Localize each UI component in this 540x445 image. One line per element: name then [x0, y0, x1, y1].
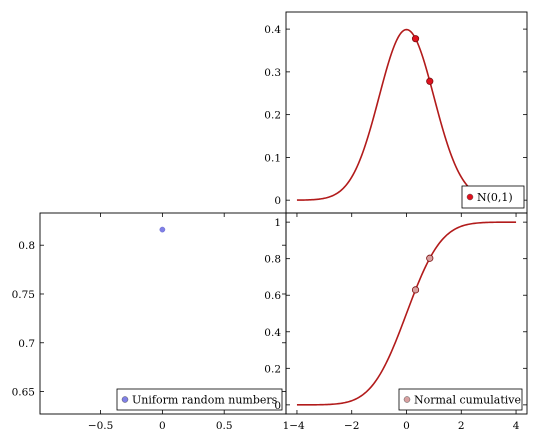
data-point — [159, 226, 166, 233]
legend: N(0,1) — [461, 185, 525, 209]
ytick-label: 0.7 — [18, 338, 35, 350]
axes-frame — [285, 212, 528, 415]
data-point — [426, 77, 434, 85]
ytick-label: 0 — [274, 400, 281, 412]
series-line — [296, 221, 517, 406]
ytick-label: 0.75 — [12, 289, 35, 301]
legend-label: Normal cumulative — [414, 394, 521, 407]
panel-pdf: 0 0.1 0.2 0.3 0.4 N(0,1) — [264, 11, 528, 214]
panel-uniform: 0.65 0.7 0.75 0.8 −0.5 0 0.5 1 Uniform random nu… — [12, 212, 290, 432]
series-line — [296, 28, 517, 201]
xtick-label: −0.5 — [88, 420, 114, 432]
legend-marker — [403, 396, 411, 403]
ytick-label: 0.2 — [264, 363, 281, 375]
ytick-label: 0.8 — [18, 240, 35, 252]
legend: Uniform random numbers — [116, 388, 283, 411]
xtick-label: 0 — [403, 420, 410, 432]
xtick-label: 2 — [458, 420, 465, 432]
ytick-label: 0 — [274, 195, 281, 207]
legend-marker — [466, 193, 474, 201]
legend: Normal cumulative — [398, 388, 523, 411]
ytick-label: 1 — [274, 217, 281, 229]
xtick-label: 0.5 — [216, 420, 233, 432]
ytick-label: 0.3 — [264, 67, 281, 79]
ytick-label: 0.2 — [264, 110, 281, 122]
legend-label: N(0,1) — [477, 191, 513, 204]
legend-box — [398, 388, 523, 411]
ytick-label: 0.4 — [264, 24, 281, 36]
xtick-label: 0 — [159, 420, 166, 432]
xtick-label: −2 — [344, 420, 359, 432]
legend-box — [116, 388, 283, 411]
data-point — [411, 35, 420, 43]
ytick-label: 0.65 — [12, 387, 35, 399]
axes-frame — [39, 212, 287, 415]
data-point — [426, 254, 434, 262]
ytick-label: 0.6 — [264, 290, 281, 302]
xtick-label: −4 — [289, 420, 305, 432]
axes-frame — [285, 11, 528, 214]
ytick-label: 0.8 — [264, 254, 281, 266]
ytick-label: 0.4 — [264, 327, 281, 339]
legend-box — [461, 185, 525, 209]
ytick-label: 0.1 — [264, 152, 281, 164]
legend-marker — [121, 396, 129, 403]
legend-label: Uniform random numbers — [132, 394, 278, 407]
data-point — [411, 286, 420, 294]
xtick-label: 1 — [283, 420, 290, 432]
xtick-label: 4 — [513, 420, 520, 432]
